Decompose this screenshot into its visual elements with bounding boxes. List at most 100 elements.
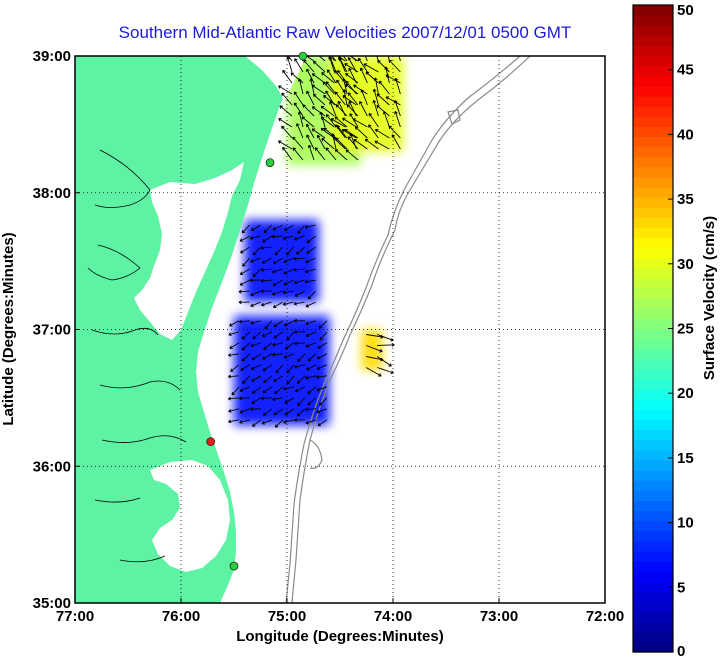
velocity-arrow [251, 397, 262, 404]
velocity-arrow [274, 386, 284, 395]
velocity-arrow [251, 353, 262, 361]
colorbar-segment [633, 571, 673, 582]
velocity-arrow [321, 137, 335, 150]
colorbar-tick-label: 5 [677, 579, 685, 596]
velocity-arrow [252, 246, 261, 256]
colorbar-segment [633, 591, 673, 603]
velocity-arrow [305, 342, 317, 348]
colorbar-segment [633, 298, 673, 309]
colorbar-segment [633, 621, 673, 633]
velocity-arrow [272, 397, 284, 402]
velocity-arrow [314, 147, 326, 161]
colorbar-segment [633, 277, 673, 289]
colorbar-segment [633, 237, 673, 249]
velocity-arrow [239, 319, 251, 324]
velocity-arrow [294, 318, 305, 323]
x-tick-label: 76:00 [162, 608, 200, 625]
colorbar-segment [633, 156, 673, 168]
colorbar-segment [633, 550, 673, 562]
colorbar-segment [633, 308, 673, 319]
velocity-arrow [264, 320, 273, 330]
velocity-arrow [241, 342, 251, 351]
velocity-arrow [228, 408, 240, 413]
velocity-arrow [297, 353, 306, 363]
velocity-arrow [279, 105, 293, 117]
colorbar-segment [633, 25, 673, 36]
velocity-arrow [287, 56, 293, 62]
velocity-arrow [274, 419, 284, 428]
colorbar-label: Surface Velocity (cm/s) [701, 216, 718, 380]
velocity-arrow [284, 320, 295, 327]
velocity-arrow [286, 56, 293, 73]
velocity-arrow [271, 234, 283, 239]
y-axis-label: Latitude (Degrees:Minutes) [0, 232, 17, 425]
velocity-arrow [271, 268, 283, 274]
velocity-arrow [382, 111, 390, 128]
colorbar-segment [633, 217, 673, 229]
colorbar [632, 4, 674, 653]
velocity-arrow [239, 419, 251, 424]
velocity-arrow [262, 408, 273, 416]
velocity-arrow [238, 300, 250, 305]
velocity-arrow [294, 290, 305, 297]
velocity-arrow [283, 257, 294, 264]
velocity-arrow [238, 289, 250, 294]
velocity-arrow [283, 386, 295, 391]
y-tick-label: 38:00 [33, 185, 71, 202]
velocity-arrow [273, 301, 283, 309]
velocity-arrow [342, 95, 357, 106]
colorbar-tick-label: 50 [677, 2, 694, 19]
velocity-arrow [294, 330, 306, 334]
colorbar-segment [633, 348, 673, 360]
velocity-arrow [376, 56, 379, 62]
velocity-arrow [272, 290, 283, 296]
x-tick-label: 75:00 [268, 608, 306, 625]
velocity-arrow [359, 67, 368, 84]
velocity-arrow [334, 116, 348, 128]
colorbar-tick-label: 35 [677, 191, 694, 208]
colorbar-segment [633, 55, 673, 67]
velocity-arrow [229, 342, 240, 349]
velocity-arrow [282, 146, 293, 161]
pamlico-sound [150, 460, 230, 572]
velocity-arrow [250, 301, 261, 308]
velocity-arrow [272, 342, 284, 347]
radar-station-marker [265, 158, 275, 167]
velocity-arrow [228, 396, 240, 401]
velocity-arrow [313, 60, 326, 73]
velocity-arrow [251, 386, 262, 394]
velocity-arrow [332, 137, 346, 150]
velocity-arrow [347, 136, 359, 150]
colorbar-segment [633, 540, 673, 552]
colorbar-segment [633, 490, 673, 501]
colorbar-segment [633, 611, 673, 623]
velocity-arrow [250, 342, 262, 348]
velocity-arrow [239, 396, 251, 401]
velocity-arrow [373, 77, 379, 95]
velocity-arrow [229, 320, 240, 327]
velocity-arrow [320, 116, 335, 128]
colorbar-segment [633, 85, 673, 97]
velocity-arrow [297, 397, 306, 407]
bathymetry-contours [285, 56, 531, 603]
velocity-arrow [297, 224, 305, 234]
velocity-arrow [368, 112, 379, 128]
velocity-arrow [342, 56, 348, 62]
velocity-arrow [345, 83, 359, 95]
velocity-arrow [293, 279, 305, 285]
velocity-arrow [283, 224, 294, 231]
velocity-arrow [249, 235, 261, 240]
velocity-arrow [306, 235, 316, 244]
velocity-arrow [260, 246, 272, 250]
velocity-arrow [312, 93, 326, 106]
velocity-arrow [296, 123, 304, 139]
velocity-arrow [302, 104, 315, 117]
velocity-arrow [262, 364, 273, 372]
velocity-arrow [326, 69, 337, 84]
colorbar-segment [633, 631, 673, 643]
velocity-arrow [272, 352, 284, 357]
colorbar-segment [633, 106, 673, 117]
velocity-arrow [251, 419, 262, 427]
colorbar-segment [633, 257, 673, 269]
y-tick-label: 39:00 [33, 48, 71, 65]
